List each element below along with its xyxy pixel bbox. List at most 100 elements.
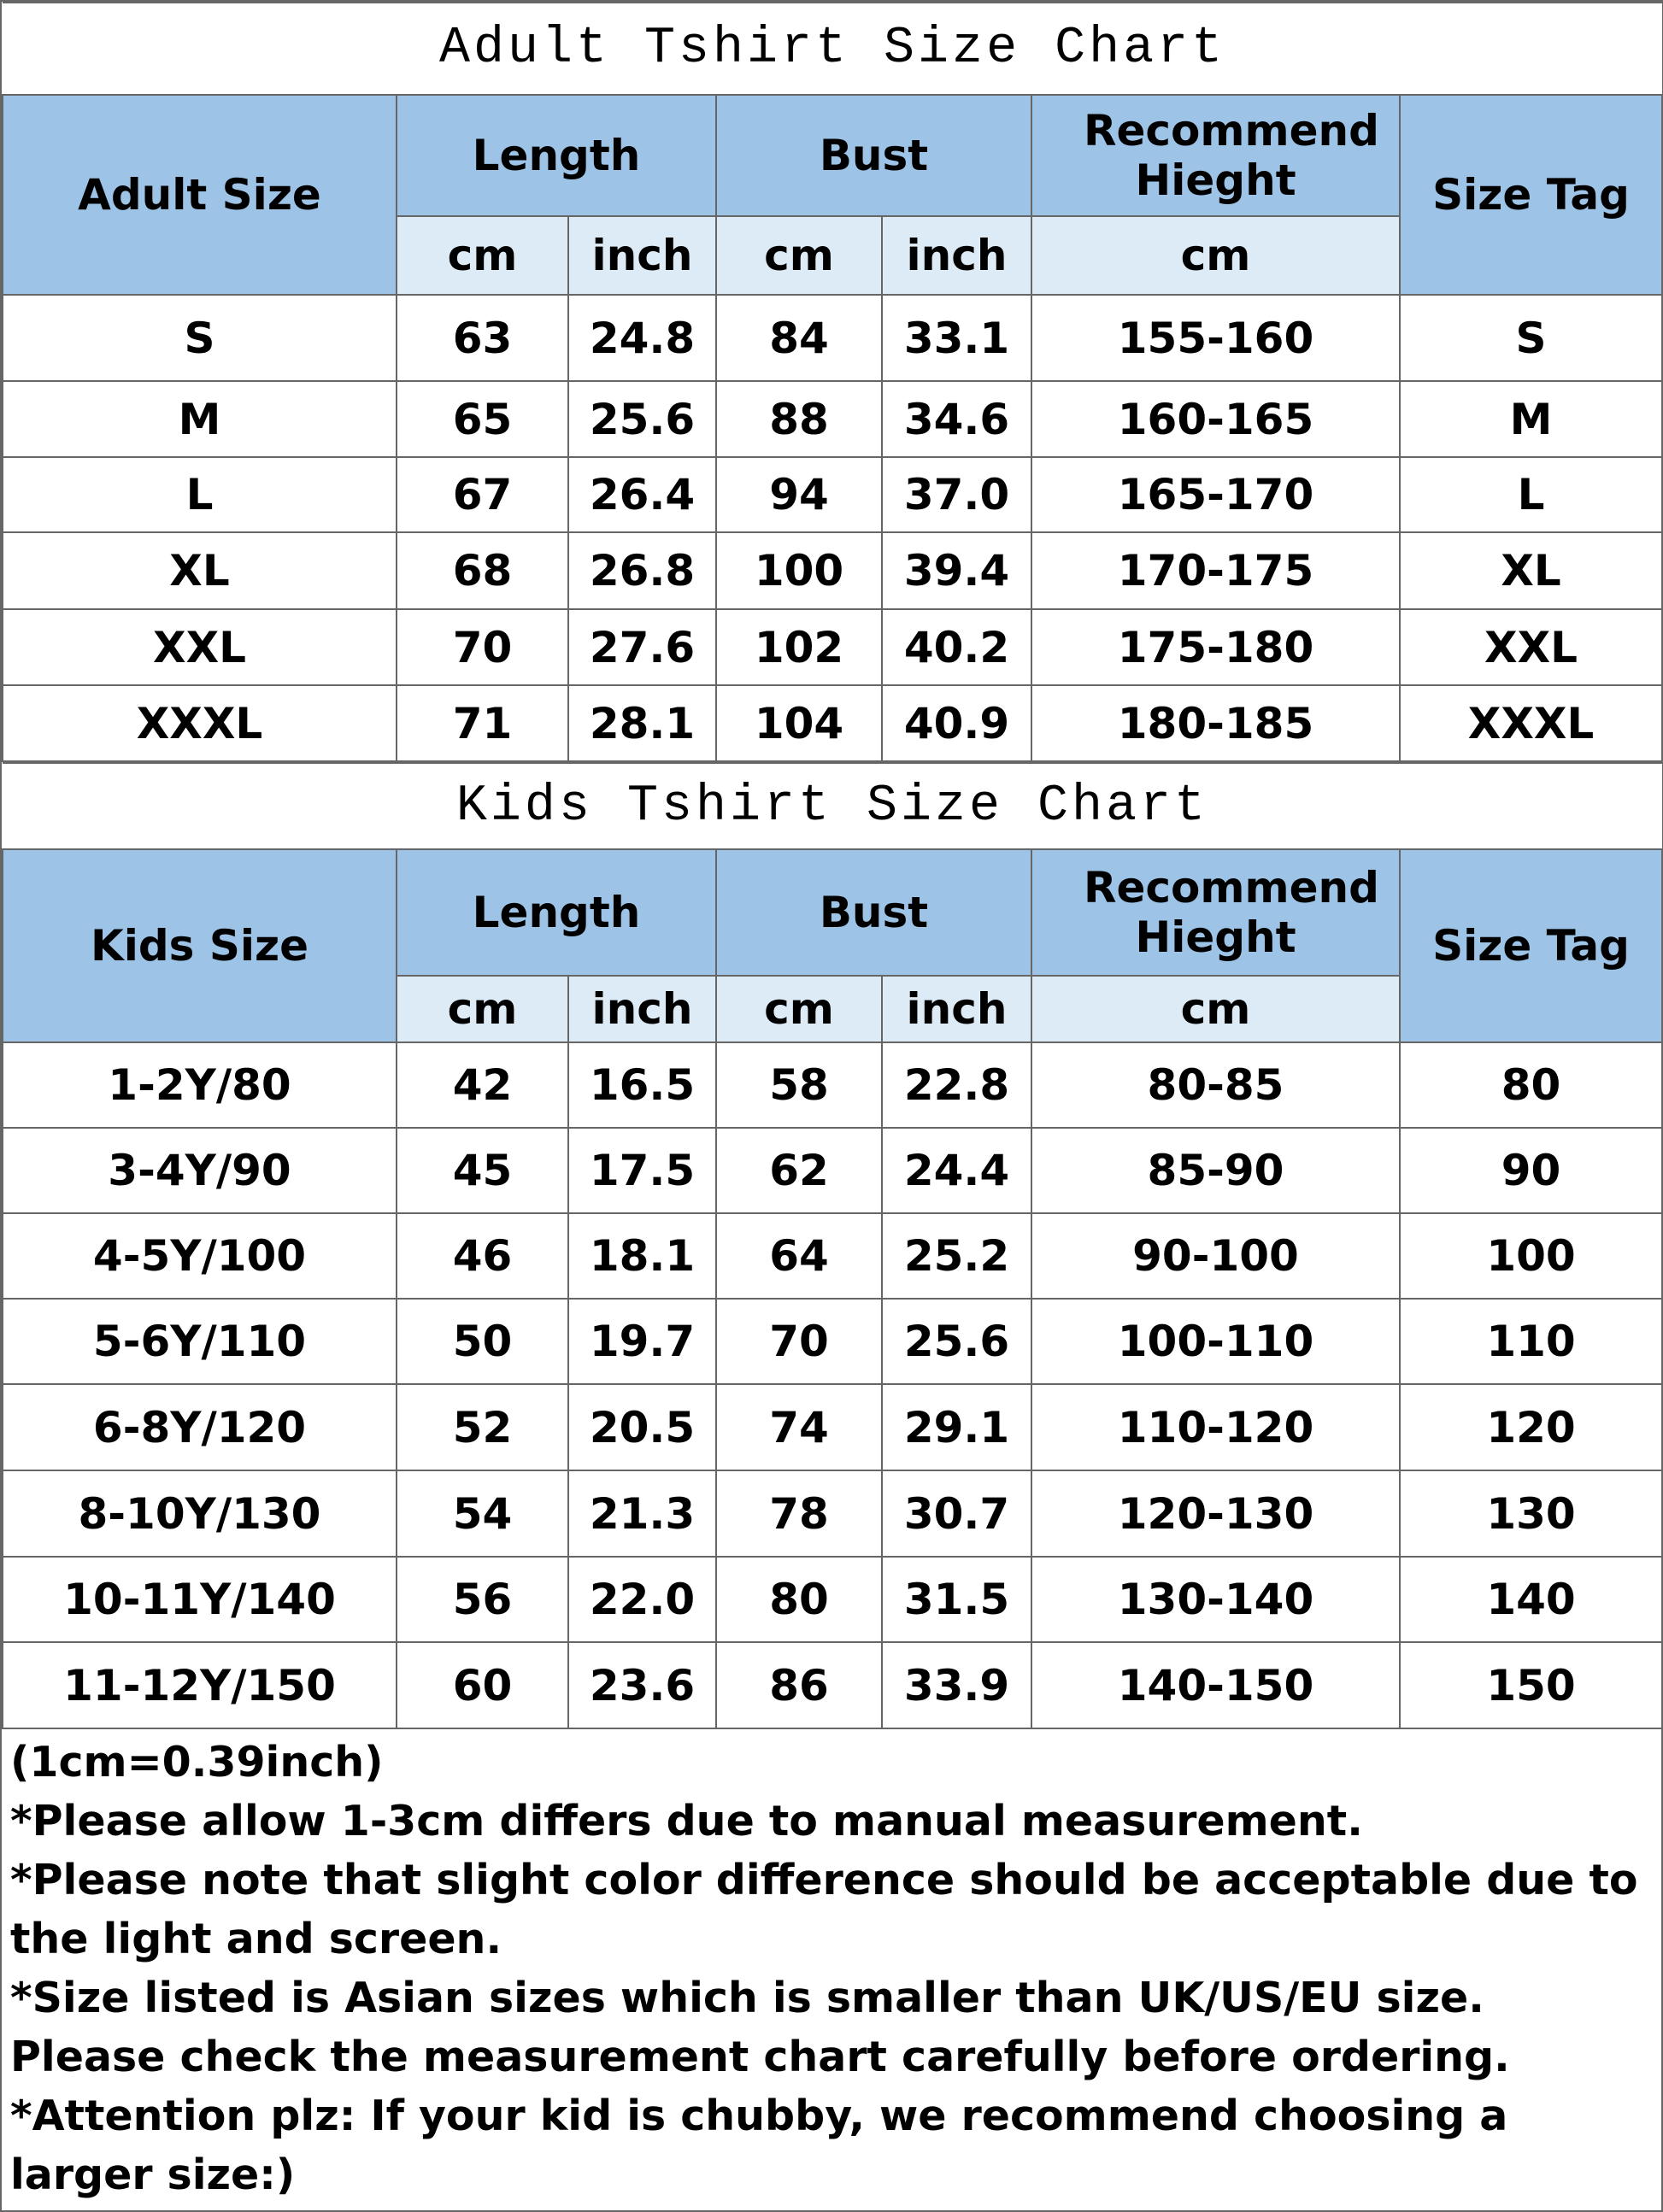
table-cell: 28.1 <box>567 684 717 762</box>
table-cell: 30.7 <box>881 1470 1032 1558</box>
table-cell: 170-175 <box>1031 531 1401 610</box>
table-cell: M <box>1398 380 1663 458</box>
table-row: XXXL 71 28.1 104 40.9 180-185 XXXL <box>2 684 1663 762</box>
header-size: Adult Size <box>2 94 397 296</box>
unit-inch: inch <box>881 215 1032 296</box>
header-size-tag: Size Tag <box>1398 94 1663 296</box>
table-cell: 16.5 <box>567 1041 717 1129</box>
table-cell: 22.8 <box>881 1041 1032 1129</box>
table-cell: 70 <box>715 1298 883 1385</box>
note-line: *Attention plz: If your kid is chubby, w… <box>10 2092 1508 2199</box>
table-cell: 64 <box>715 1212 883 1300</box>
note-line: *Size listed is Asian sizes which is sma… <box>10 1974 1510 2081</box>
table-row: 5-6Y/110 50 19.7 70 25.6 100-110 110 <box>2 1298 1663 1385</box>
kids-size-table: Kids Tshirt Size Chart Kids Size Length … <box>2 762 1663 1729</box>
table-cell: 74 <box>715 1383 883 1471</box>
table-cell: 60 <box>396 1641 569 1729</box>
table-cell: 90 <box>1399 1127 1663 1214</box>
table-cell: 17.5 <box>567 1127 717 1214</box>
table-cell: 80 <box>715 1556 883 1643</box>
table-cell: 8-10Y/130 <box>2 1470 397 1558</box>
table-cell: XL <box>2 531 397 610</box>
header-length: Length <box>396 848 717 977</box>
table-cell: 31.5 <box>881 1556 1032 1643</box>
table-cell: 52 <box>396 1383 569 1471</box>
table-cell: 165-170 <box>1031 456 1401 533</box>
header-size-tag: Size Tag <box>1399 848 1663 1043</box>
table-cell: 19.7 <box>567 1298 717 1385</box>
table-cell: 120-130 <box>1031 1470 1401 1558</box>
table-cell: XXXL <box>2 684 397 762</box>
table-cell: 68 <box>396 531 569 610</box>
table-cell: 71 <box>396 684 569 762</box>
table-cell: 102 <box>715 608 883 686</box>
table-row: 10-11Y/140 56 22.0 80 31.5 130-140 140 <box>2 1556 1663 1643</box>
table-cell: 33.1 <box>881 294 1032 382</box>
table-row: 8-10Y/130 54 21.3 78 30.7 120-130 130 <box>2 1470 1663 1558</box>
table-cell: 86 <box>715 1641 883 1729</box>
table-row: 4-5Y/100 46 18.1 64 25.2 90-100 100 <box>2 1212 1663 1300</box>
table-cell: 110 <box>1399 1298 1663 1385</box>
table-row: M 65 25.6 88 34.6 160-165 M <box>2 380 1663 458</box>
table-cell: 39.4 <box>881 531 1032 610</box>
table-cell: 85-90 <box>1031 1127 1401 1214</box>
table-cell: 120 <box>1399 1383 1663 1471</box>
table-cell: 130-140 <box>1031 1556 1401 1643</box>
table-cell: 25.2 <box>881 1212 1032 1300</box>
table-row: L 67 26.4 94 37.0 165-170 L <box>2 456 1663 533</box>
table-cell: 1-2Y/80 <box>2 1041 397 1129</box>
table-cell: 3-4Y/90 <box>2 1127 397 1214</box>
table-row: 11-12Y/150 60 23.6 86 33.9 140-150 150 <box>2 1641 1663 1729</box>
table-cell: 80-85 <box>1031 1041 1401 1129</box>
table-cell: L <box>2 456 397 533</box>
header-height: Recommend Hieght <box>1031 94 1401 217</box>
table-cell: 130 <box>1399 1470 1663 1558</box>
table-cell: 4-5Y/100 <box>2 1212 397 1300</box>
header-bust: Bust <box>715 94 1032 217</box>
table-cell: 84 <box>715 294 883 382</box>
table-cell: 110-120 <box>1031 1383 1401 1471</box>
table-cell: 6-8Y/120 <box>2 1383 397 1471</box>
table-cell: 42 <box>396 1041 569 1129</box>
table-cell: 78 <box>715 1470 883 1558</box>
table-cell: L <box>1398 456 1663 533</box>
table-cell: XXL <box>1398 608 1663 686</box>
unit-cm: cm <box>396 215 569 296</box>
table-cell: 80 <box>1399 1041 1663 1129</box>
table-cell: 11-12Y/150 <box>2 1641 397 1729</box>
table-cell: 160-165 <box>1031 380 1401 458</box>
table-cell: 50 <box>396 1298 569 1385</box>
table-cell: 37.0 <box>881 456 1032 533</box>
table-cell: 140-150 <box>1031 1641 1401 1729</box>
table-cell: 20.5 <box>567 1383 717 1471</box>
table-row: S 63 24.8 84 33.1 155-160 S <box>2 294 1663 382</box>
table-row: 3-4Y/90 45 17.5 62 24.4 85-90 90 <box>2 1127 1663 1214</box>
header-length: Length <box>396 94 717 217</box>
note-line: *Please allow 1-3cm differs due to manua… <box>10 1797 1363 1845</box>
table-cell: 45 <box>396 1127 569 1214</box>
table-cell: 100 <box>715 531 883 610</box>
table-cell: 22.0 <box>567 1556 717 1643</box>
table-cell: 27.6 <box>567 608 717 686</box>
table-cell: S <box>2 294 397 382</box>
table-cell: 26.4 <box>567 456 717 533</box>
header-size: Kids Size <box>2 848 397 1043</box>
table-cell: 24.8 <box>567 294 717 382</box>
table-row: XXL 70 27.6 102 40.2 175-180 XXL <box>2 608 1663 686</box>
table-cell: 62 <box>715 1127 883 1214</box>
table-cell: 180-185 <box>1031 684 1401 762</box>
table-cell: 63 <box>396 294 569 382</box>
table-cell: M <box>2 380 397 458</box>
unit-inch: inch <box>881 975 1032 1043</box>
unit-cm: cm <box>1031 215 1401 296</box>
table-cell: 65 <box>396 380 569 458</box>
unit-inch: inch <box>567 975 717 1043</box>
table-cell: XL <box>1398 531 1663 610</box>
table-cell: 70 <box>396 608 569 686</box>
table-cell: 56 <box>396 1556 569 1643</box>
note-line: *Please note that slight color differenc… <box>10 1856 1638 1963</box>
table-cell: XXL <box>2 608 397 686</box>
table-cell: 21.3 <box>567 1470 717 1558</box>
table-cell: 46 <box>396 1212 569 1300</box>
